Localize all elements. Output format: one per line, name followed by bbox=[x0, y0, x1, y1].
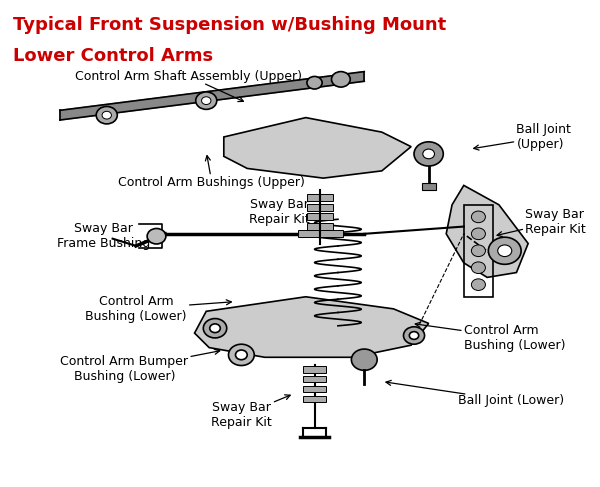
Bar bbox=[298, 230, 343, 238]
Circle shape bbox=[472, 262, 485, 274]
Text: Control Arm Bumper
Bushing (Lower): Control Arm Bumper Bushing (Lower) bbox=[61, 349, 220, 383]
Polygon shape bbox=[60, 72, 364, 120]
Text: Ball Joint (Lower): Ball Joint (Lower) bbox=[386, 380, 564, 407]
Circle shape bbox=[307, 76, 322, 89]
Circle shape bbox=[102, 112, 112, 119]
Bar bbox=[303, 386, 326, 392]
Text: Control Arm
Bushing (Lower): Control Arm Bushing (Lower) bbox=[415, 322, 565, 352]
Circle shape bbox=[331, 72, 350, 87]
Circle shape bbox=[472, 211, 485, 223]
Bar bbox=[307, 204, 333, 211]
Circle shape bbox=[203, 318, 227, 338]
Circle shape bbox=[96, 107, 117, 124]
Circle shape bbox=[403, 327, 425, 344]
Bar bbox=[303, 395, 326, 402]
Text: Control Arm
Bushing (Lower): Control Arm Bushing (Lower) bbox=[85, 295, 232, 323]
Bar bbox=[303, 376, 326, 382]
Circle shape bbox=[236, 350, 247, 360]
Text: Typical Front Suspension w/Bushing Mount: Typical Front Suspension w/Bushing Mount bbox=[13, 16, 446, 34]
Bar bbox=[464, 205, 493, 297]
Bar bbox=[307, 194, 333, 201]
Circle shape bbox=[409, 332, 419, 339]
Circle shape bbox=[472, 279, 485, 290]
Text: Control Arm Bushings (Upper): Control Arm Bushings (Upper) bbox=[118, 156, 305, 189]
Circle shape bbox=[472, 245, 485, 257]
Bar bbox=[303, 367, 326, 373]
Text: Sway Bar
Frame Bushing: Sway Bar Frame Bushing bbox=[57, 222, 155, 250]
Polygon shape bbox=[194, 297, 428, 357]
Text: Sway Bar
Repair Kit: Sway Bar Repair Kit bbox=[211, 395, 290, 430]
Circle shape bbox=[229, 344, 254, 366]
Text: Control Arm Shaft Assembly (Upper): Control Arm Shaft Assembly (Upper) bbox=[75, 70, 302, 102]
Circle shape bbox=[147, 228, 166, 244]
Text: Ball Joint
(Upper): Ball Joint (Upper) bbox=[474, 123, 571, 151]
Circle shape bbox=[423, 149, 434, 159]
Circle shape bbox=[202, 97, 211, 105]
Circle shape bbox=[414, 142, 443, 166]
Bar bbox=[307, 213, 333, 221]
Bar bbox=[422, 183, 436, 190]
Circle shape bbox=[498, 245, 512, 257]
Bar bbox=[307, 223, 333, 230]
Circle shape bbox=[196, 92, 217, 110]
Polygon shape bbox=[446, 186, 528, 278]
Circle shape bbox=[488, 237, 521, 264]
Text: Lower Control Arms: Lower Control Arms bbox=[13, 47, 213, 65]
Circle shape bbox=[472, 228, 485, 240]
Text: Sway Bar
Repair Kit: Sway Bar Repair Kit bbox=[497, 208, 586, 237]
Circle shape bbox=[352, 349, 377, 371]
Text: Sway Bar
Repair Kit: Sway Bar Repair Kit bbox=[249, 198, 313, 226]
Polygon shape bbox=[224, 117, 411, 178]
Circle shape bbox=[210, 324, 220, 333]
